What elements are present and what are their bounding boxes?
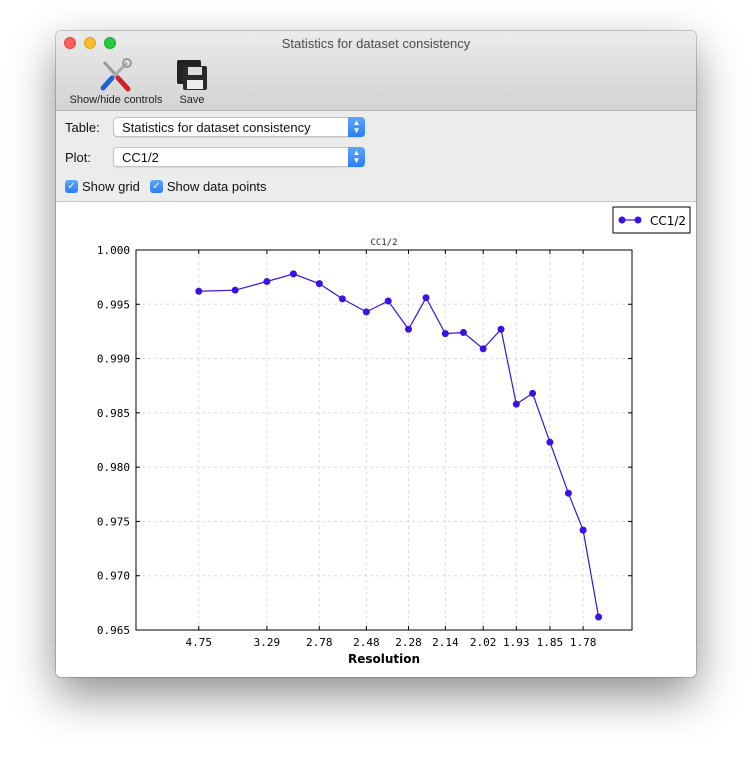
zoom-button[interactable] (104, 37, 116, 49)
data-point (195, 287, 203, 295)
window-title: Statistics for dataset consistency (281, 36, 471, 51)
data-point (579, 526, 587, 534)
x-tick-label: 3.29 (254, 636, 281, 649)
x-tick-label: 2.28 (395, 636, 422, 649)
x-tick-label: 1.93 (503, 636, 530, 649)
data-point (529, 389, 537, 397)
data-point (263, 277, 271, 285)
legend-marker (618, 216, 626, 224)
chart-title: CC1/2 (370, 238, 397, 248)
legend: CC1/2 (612, 206, 691, 234)
data-point (595, 613, 603, 621)
x-tick-label: 2.14 (432, 636, 459, 649)
plot-select[interactable]: CC1/2 ▲ ▼ (113, 147, 365, 167)
save-button[interactable]: Save (174, 58, 210, 106)
x-tick-label: 1.78 (570, 636, 597, 649)
data-point (441, 330, 449, 338)
close-button[interactable] (64, 37, 76, 49)
data-point (405, 325, 413, 333)
x-tick-label: 2.02 (470, 636, 497, 649)
table-select[interactable]: Statistics for dataset consistency ▲ ▼ (113, 117, 365, 137)
legend-marker (634, 216, 642, 224)
y-tick-label: 0.965 (97, 624, 130, 637)
show-data-points-label: Show data points (166, 179, 267, 194)
plot-label: Plot: (65, 149, 92, 165)
y-tick-label: 1.000 (97, 244, 130, 257)
save-label: Save (179, 94, 205, 106)
select-arrows-icon: ▲ ▼ (348, 117, 365, 137)
table-label: Table: (65, 119, 100, 135)
data-point (479, 345, 487, 353)
minimize-button[interactable] (84, 37, 96, 49)
data-point (315, 280, 323, 288)
floppy-disk-icon (177, 60, 207, 90)
y-tick-label: 0.995 (97, 298, 130, 311)
show-hide-controls-label: Show/hide controls (69, 94, 163, 106)
y-tick-label: 0.970 (97, 570, 130, 583)
x-tick-label: 1.85 (537, 636, 564, 649)
cc-half-chart: 4.75 3.29 2.78 2.48 2.28 2.14 2.02 1.93 1.85 1.78… (97, 206, 691, 666)
data-point (289, 270, 297, 278)
tools-icon (100, 58, 132, 92)
y-tick-label: 0.975 (97, 515, 130, 528)
table-select-value: Statistics for dataset consistency (122, 120, 311, 135)
legend-label: CC1/2 (650, 214, 686, 228)
data-point (564, 489, 572, 497)
data-point (231, 286, 239, 294)
plot-frame (135, 249, 633, 631)
x-tick-label: 2.78 (306, 636, 333, 649)
plot-select-value: CC1/2 (122, 150, 159, 165)
data-point (546, 438, 554, 446)
show-grid-checkbox[interactable]: ✓ Show grid (65, 179, 140, 194)
show-data-points-checkbox[interactable]: ✓ Show data points (149, 179, 267, 194)
controls-panel: Table: Statistics for dataset consistenc… (56, 111, 696, 202)
data-point (384, 297, 392, 305)
data-point (497, 325, 505, 333)
title-bar: Statistics for dataset consistency Show/… (56, 31, 696, 111)
data-point (512, 400, 520, 408)
data-point (338, 295, 346, 303)
y-tick-label: 0.980 (97, 461, 130, 474)
x-axis-label: Resolution (348, 652, 420, 666)
y-tick-label: 0.990 (97, 353, 130, 366)
y-tick-label: 0.985 (97, 407, 130, 420)
x-tick-label: 2.48 (353, 636, 380, 649)
show-hide-controls-button[interactable]: Show/hide controls (64, 58, 168, 106)
data-point (362, 308, 370, 316)
app-window: Statistics for dataset consistency Show/… (56, 31, 696, 677)
series-line (198, 273, 600, 618)
show-grid-label: Show grid (82, 179, 140, 194)
data-point (422, 294, 430, 302)
checkmark-icon: ✓ (149, 180, 163, 193)
checkmark-icon: ✓ (65, 180, 78, 193)
x-tick-label: 4.75 (186, 636, 213, 649)
select-arrows-icon: ▲ ▼ (348, 147, 365, 167)
data-point (459, 329, 467, 337)
plot-area: 4.75 3.29 2.78 2.48 2.28 2.14 2.02 1.93 1.85 1.78… (56, 202, 696, 677)
